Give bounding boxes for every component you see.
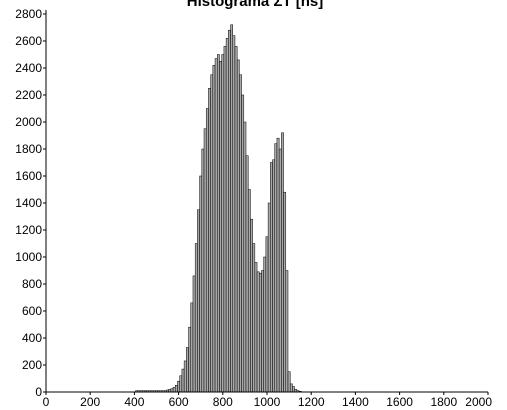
y-tick-label: 2800 (15, 7, 42, 21)
histogram-bar (205, 108, 209, 393)
histogram-bar (241, 94, 245, 393)
histogram-bar (272, 159, 275, 393)
histogram-bar (188, 326, 192, 393)
histogram-bar (183, 360, 187, 393)
histogram-bar (292, 386, 295, 393)
chart-title: Histograma ΣT [ns] (187, 0, 324, 10)
histogram-bar (181, 368, 185, 393)
histogram-bar (179, 375, 183, 393)
histogram-bar (228, 29, 231, 393)
histogram-bar (287, 371, 291, 393)
x-tick-label: 600 (169, 395, 189, 409)
histogram-bar (230, 24, 233, 393)
histogram-bar (265, 236, 269, 393)
histogram-bar (214, 58, 218, 393)
histogram-bar (263, 256, 267, 393)
x-tick-label: 1400 (342, 395, 369, 409)
histogram-bar (177, 380, 180, 393)
histogram-bar (285, 270, 289, 393)
histogram-bar (239, 74, 242, 393)
histogram-bar (217, 54, 220, 393)
x-tick-label: 200 (80, 395, 100, 409)
histogram-bar (281, 132, 284, 393)
y-tick-label: 200 (22, 358, 42, 372)
histogram-bar (197, 209, 200, 393)
histogram-bar (225, 38, 229, 393)
histogram-bar (259, 272, 262, 393)
histogram-bar (223, 46, 227, 393)
y-tick-label: 800 (22, 277, 42, 291)
y-tick-label: 400 (22, 331, 42, 345)
histogram-bar (203, 128, 207, 393)
y-tick-label: 1200 (15, 223, 42, 237)
histogram-bar (274, 143, 278, 393)
y-tick-label: 1800 (15, 142, 42, 156)
histogram-bar (267, 202, 271, 393)
x-tick-label: 1800 (430, 395, 457, 409)
histogram-bar (256, 271, 260, 393)
histogram-bar (234, 46, 238, 393)
histogram-bar (261, 270, 264, 393)
histogram-bar (221, 54, 225, 393)
histogram-bar (243, 121, 247, 393)
histogram-bar (289, 383, 293, 393)
y-tick-label: 2200 (15, 88, 42, 102)
x-tick-label: 1200 (298, 395, 325, 409)
x-tick-label: 1000 (254, 395, 281, 409)
histogram-bar (190, 302, 194, 393)
x-tick-label: 2000 (465, 395, 492, 409)
x-tick-label: 800 (213, 395, 233, 409)
y-tick-label: 600 (22, 304, 42, 318)
histogram-bar (175, 385, 178, 393)
histogram-bar (254, 262, 258, 393)
histogram-bar (186, 347, 189, 393)
x-tick-label: 1600 (386, 395, 413, 409)
histogram-bar (250, 218, 253, 393)
y-tick-label: 0 (35, 385, 42, 399)
y-tick-label: 1400 (15, 196, 42, 210)
histogram-bar (219, 61, 222, 393)
histogram-bar (208, 88, 211, 393)
histogram-bar (199, 175, 203, 393)
histogram-bar (236, 59, 240, 393)
histogram-bar (252, 243, 256, 393)
histogram-bar (270, 162, 273, 393)
histogram-bar (283, 191, 287, 393)
histogram-bar (245, 155, 249, 393)
y-tick-label: 2400 (15, 61, 42, 75)
y-tick-label: 1000 (15, 250, 42, 264)
histogram-bar (210, 74, 214, 393)
y-tick-label: 2000 (15, 115, 42, 129)
histogram-bar (247, 189, 251, 393)
histogram-bar (194, 243, 198, 393)
y-tick-label: 1600 (15, 169, 42, 183)
histogram-bar (276, 137, 280, 393)
histogram-bar (212, 65, 216, 393)
histogram-bar (201, 148, 205, 393)
histogram-bar (192, 275, 196, 393)
histogram-bar (232, 35, 236, 393)
y-tick-label: 2600 (15, 34, 42, 48)
x-tick-label: 400 (124, 395, 144, 409)
x-tick-label: 0 (43, 395, 50, 409)
histogram-bar (172, 387, 176, 393)
histogram-bar (278, 148, 282, 393)
